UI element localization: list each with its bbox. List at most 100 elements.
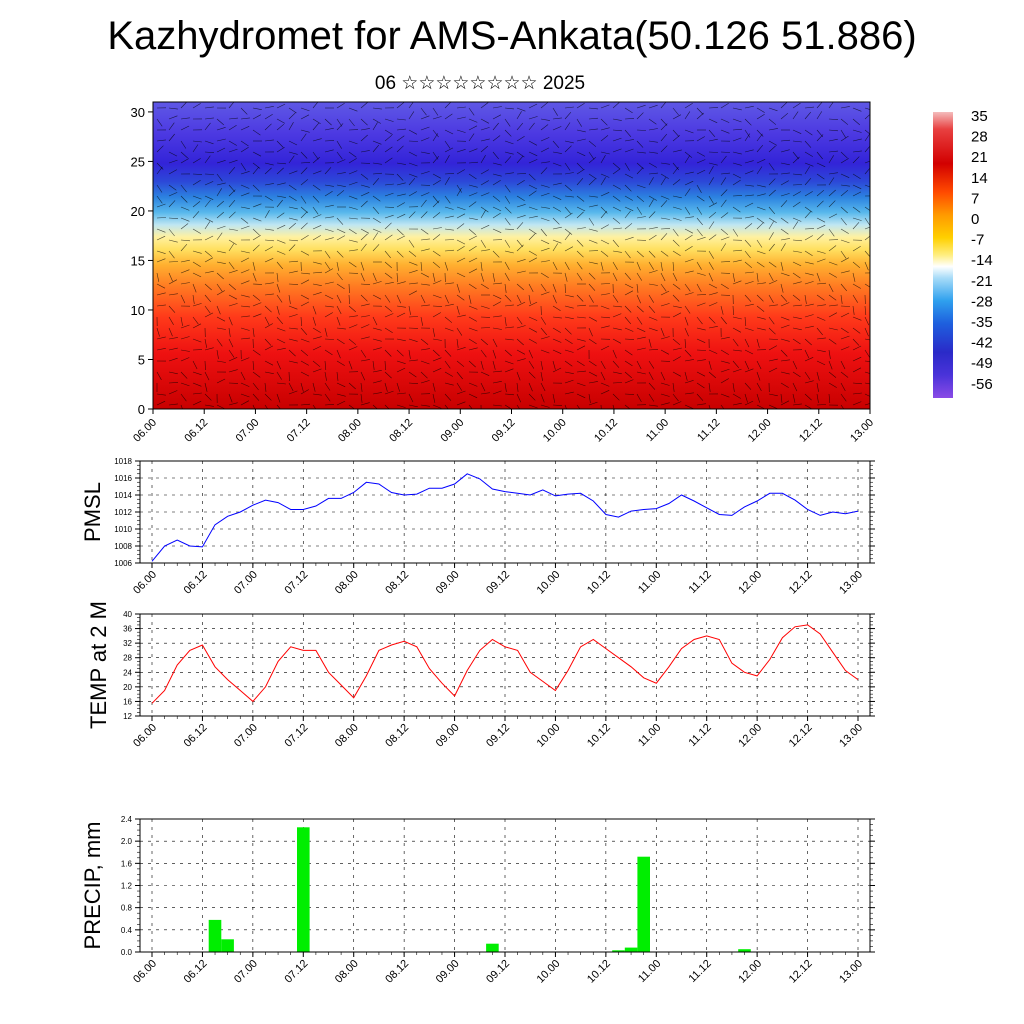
wind-barb [516, 393, 522, 403]
wind-barb [780, 139, 791, 142]
x-tick-label: 06.12 [182, 569, 210, 597]
wind-barb [780, 302, 790, 307]
wind-barb [336, 140, 342, 149]
wind-barb [516, 180, 525, 186]
wind-barb [756, 404, 766, 409]
wind-barb [252, 166, 260, 175]
wind-barb [156, 118, 163, 127]
wind-barb [216, 250, 226, 254]
wind-barb [372, 228, 382, 233]
wind-barb [348, 305, 356, 313]
wind-barb [492, 301, 502, 307]
wind-barb [336, 327, 346, 330]
wind-barb [168, 217, 179, 219]
wind-barb [684, 380, 694, 384]
wind-barb [468, 404, 473, 409]
wind-barb [168, 250, 175, 259]
wind-barb [168, 133, 175, 142]
x-tick-label: 07.12 [282, 569, 310, 597]
wind-barb [576, 338, 586, 342]
precip-bar [486, 943, 499, 952]
wind-barb [312, 368, 322, 373]
wind-barb [744, 400, 754, 406]
wind-barb [624, 236, 634, 241]
wind-barb [432, 312, 441, 318]
wind-barb [420, 360, 430, 365]
wind-barb [192, 323, 202, 329]
wind-barb [552, 226, 562, 230]
wind-barb [492, 315, 502, 318]
wind-barb [552, 217, 560, 225]
wind-barb [612, 371, 622, 375]
wind-barb [336, 371, 339, 381]
wind-barb [780, 261, 784, 271]
wind-barb [252, 129, 261, 136]
heatmap-field [153, 102, 870, 409]
wind-barb [468, 327, 478, 332]
wind-barb [732, 272, 735, 282]
wind-barb [504, 316, 507, 326]
wind-barb [480, 327, 491, 329]
wind-barb [336, 316, 341, 326]
wind-barb [660, 123, 668, 131]
wind-barb [240, 400, 250, 406]
wind-barb [552, 294, 557, 304]
wind-barb [192, 303, 202, 307]
wind-barb [180, 371, 188, 379]
wind-barb [588, 371, 598, 377]
wind-barb [444, 206, 454, 210]
wind-barb [372, 122, 378, 131]
wind-barb [492, 294, 502, 300]
wind-barb [468, 347, 478, 351]
wind-barb [300, 211, 308, 219]
wind-barb [384, 234, 393, 241]
wind-barb [564, 206, 572, 214]
wind-barb [768, 128, 778, 131]
wind-barb [180, 223, 189, 230]
wind-barb [720, 316, 727, 325]
wind-barb [600, 390, 610, 395]
wind-barb [576, 178, 584, 186]
wind-barb [456, 206, 466, 211]
wind-barb [672, 239, 680, 247]
wind-barb [660, 145, 668, 153]
heatmap-y-tick-label: 25 [131, 154, 145, 169]
wind-barb [552, 126, 562, 131]
wind-barb [564, 305, 574, 309]
wind-barb [420, 107, 427, 116]
wind-barb [564, 404, 567, 409]
wind-barb [288, 382, 294, 392]
wind-barb [732, 137, 742, 142]
wind-barb [360, 315, 370, 318]
wind-barb [204, 117, 214, 120]
wind-barb [516, 173, 527, 175]
wind-barb [528, 215, 538, 219]
wind-barb [588, 239, 598, 244]
wind-barb [480, 382, 486, 392]
wind-barb [816, 134, 824, 142]
wind-barb [624, 371, 632, 379]
wind-barb [780, 283, 784, 293]
wind-barb [504, 107, 515, 110]
wind-barb [696, 217, 703, 226]
wind-barb [324, 149, 334, 153]
wind-barb [864, 235, 870, 241]
wind-barb [660, 173, 669, 179]
wind-barb [804, 357, 814, 362]
wind-barb [324, 393, 331, 402]
wind-barb [612, 360, 620, 368]
wind-barb [336, 305, 342, 315]
wind-barb [600, 293, 610, 296]
wind-barb [660, 290, 670, 296]
heatmap-y-tick-label: 15 [131, 253, 145, 268]
wind-barb [672, 129, 680, 137]
wind-barb [684, 349, 692, 357]
wind-barb [864, 113, 870, 120]
wind-barb [804, 250, 813, 257]
wind-barb [300, 167, 308, 175]
wind-barb [756, 305, 765, 312]
wind-barb [300, 107, 310, 112]
wind-barb [180, 217, 190, 222]
wind-barb [192, 158, 201, 164]
wind-barb [828, 118, 839, 120]
